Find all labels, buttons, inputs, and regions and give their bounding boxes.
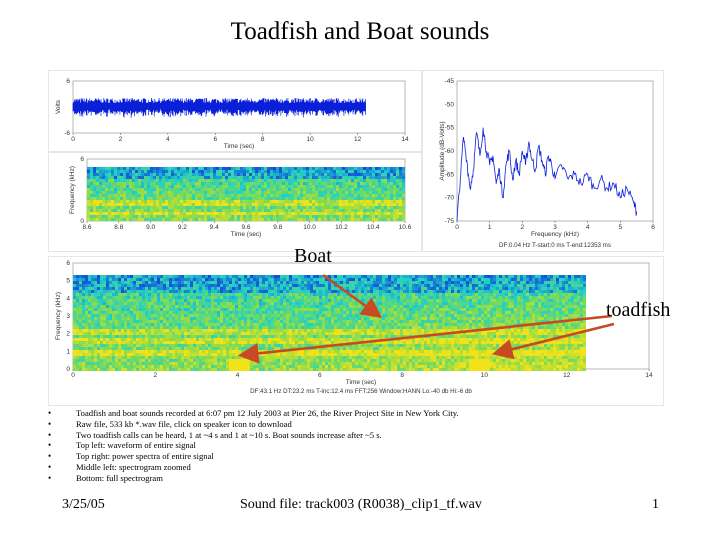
y-tick-label: -70 (445, 195, 455, 202)
y-tick-label: -45 (445, 78, 455, 85)
x-tick-label: 10 (307, 136, 315, 143)
x-axis-label: Time (sec) (231, 231, 261, 238)
y-axis-label: Frequency (kHz) (55, 292, 62, 340)
x-tick-label: 12 (354, 136, 362, 143)
boat-label: Boat (294, 245, 332, 267)
y-tick-label: 6 (66, 78, 70, 85)
x-axis-label: Frequency (kHz) (531, 231, 579, 238)
x-tick-label: 2 (153, 372, 157, 379)
x-tick-label: 9.4 (210, 224, 219, 231)
zoomed-spectrogram-panel: 8.6 8.8 9.0 9.2 9.4 9.6 9.8 10.0 10.2 10.4 10.6 6 0 T… (48, 152, 422, 252)
x-tick-label: 10.4 (367, 224, 380, 231)
power-spectrum-trace (456, 127, 638, 222)
x-tick-label: 14 (645, 372, 653, 379)
x-tick-label: 1 (488, 224, 492, 231)
x-tick-label: 6 (651, 224, 655, 231)
y-tick-label: 4 (66, 295, 70, 302)
bullet-list: Toadfish and boat sounds recorded at 6:0… (48, 408, 648, 484)
x-tick-label: 10.0 (303, 224, 316, 231)
power-spectrum-chart: 0 1 2 3 4 5 6 -45 -50 -55 -60 -65 -70 -75 Frequency (k… (439, 78, 655, 249)
spectrogram-cells (73, 275, 586, 371)
x-tick-label: 9.8 (273, 224, 282, 231)
y-tick-label: -75 (445, 218, 455, 225)
x-tick-label: 2 (119, 136, 123, 143)
axes: 0 2 4 6 8 10 12 14 6 -6 Time (sec) Volts (55, 78, 409, 150)
x-tick-label: 10.2 (335, 224, 348, 231)
x-tick-label: 12 (563, 372, 571, 379)
spectrogram-cells (87, 167, 405, 221)
y-tick-label: -6 (64, 130, 70, 137)
y-axis-label: Volts (55, 99, 62, 114)
y-tick-label: -50 (445, 101, 455, 108)
bullet-item: Two toadfish calls can be heard, 1 at ~4… (48, 430, 648, 441)
x-tick-label: 8 (400, 372, 404, 379)
x-tick-label: 8 (261, 136, 265, 143)
x-tick-label: 3 (553, 224, 557, 231)
footer-filename: Sound file: track003 (R0038)_clip1_tf.wa… (240, 497, 482, 512)
y-tick-label: 0 (80, 218, 84, 225)
bullet-item: Middle left: spectrogram zoomed (48, 462, 648, 473)
spectrum-caption: DF:0.04 Hz T-start:0 ms T-end:12353 ms (499, 242, 611, 249)
x-tick-label: 8.6 (82, 224, 91, 231)
y-tick-label: 5 (66, 278, 70, 285)
zoomed-spectrogram-chart: 8.6 8.8 9.0 9.2 9.4 9.6 9.8 10.0 10.2 10.4 10.6 6 0 T… (69, 156, 412, 238)
x-tick-label: 9.0 (146, 224, 155, 231)
y-tick-label: -55 (445, 125, 455, 132)
bullet-item: Toadfish and boat sounds recorded at 6:0… (48, 408, 648, 419)
toadfish-label: toadfish (606, 299, 671, 321)
x-tick-label: 4 (166, 136, 170, 143)
y-tick-label: 6 (66, 260, 70, 267)
x-tick-label: 2 (521, 224, 525, 231)
bullet-item: Top left: waveform of entire signal (48, 440, 648, 451)
y-tick-label: -65 (445, 171, 455, 178)
footer-date: 3/25/05 (62, 497, 105, 512)
waveform-panel: 0 2 4 6 8 10 12 14 6 -6 Time (sec) Volts (48, 70, 422, 152)
y-axis-label: Amplitude (dB-Volts) (439, 121, 446, 180)
bullet-item: Raw file, 533 kb *.wav file, click on sp… (48, 419, 648, 430)
y-tick-label: 0 (66, 366, 70, 373)
x-tick-label: 9.2 (178, 224, 187, 231)
y-tick-label: 3 (66, 313, 70, 320)
slide-title: Toadfish and Boat sounds (230, 18, 490, 45)
y-tick-label: -60 (445, 148, 455, 155)
x-tick-label: 5 (619, 224, 623, 231)
bullet-item: Bottom: full spectrogram (48, 473, 648, 484)
spectrogram-caption: DF:43.1 Hz DT:23.2 ms T-inc:12.4 ms FFT:… (250, 388, 472, 395)
x-tick-label: 0 (455, 224, 459, 231)
footer-page-number: 1 (652, 497, 659, 512)
x-tick-label: 10.6 (399, 224, 412, 231)
y-axis-label: Frequency (kHz) (69, 166, 76, 214)
x-tick-label: 0 (71, 372, 75, 379)
x-tick-label: 8.8 (114, 224, 123, 231)
y-tick-label: 2 (66, 331, 70, 338)
waveform-trace (72, 98, 366, 118)
y-tick-label: 1 (66, 348, 70, 355)
x-tick-label: 4 (236, 372, 240, 379)
x-tick-label: 9.6 (241, 224, 250, 231)
bullet-item: Top right: power spectra of entire signa… (48, 451, 648, 462)
x-tick-label: 6 (318, 372, 322, 379)
x-axis-label: Time (sec) (224, 143, 254, 150)
full-spectrogram-panel: 0 2 4 6 8 10 12 14 6 5 4 3 2 1 0 Time (sec) Frequency (k… (48, 256, 664, 406)
x-tick-label: 14 (401, 136, 409, 143)
power-spectrum-panel: 0 1 2 3 4 5 6 -45 -50 -55 -60 -65 -70 -75 Frequency (k… (422, 70, 664, 252)
y-tick-label: 6 (80, 156, 84, 163)
x-axis-label: Time (sec) (346, 379, 376, 386)
x-tick-label: 10 (481, 372, 489, 379)
x-tick-label: 0 (71, 136, 75, 143)
x-tick-label: 6 (213, 136, 217, 143)
axes: 0 1 2 3 4 5 6 -45 -50 -55 -60 -65 -70 -75 Frequency (k… (439, 78, 655, 238)
x-tick-label: 4 (586, 224, 590, 231)
waveform-chart: 0 2 4 6 8 10 12 14 6 -6 Time (sec) Volts (55, 78, 409, 150)
